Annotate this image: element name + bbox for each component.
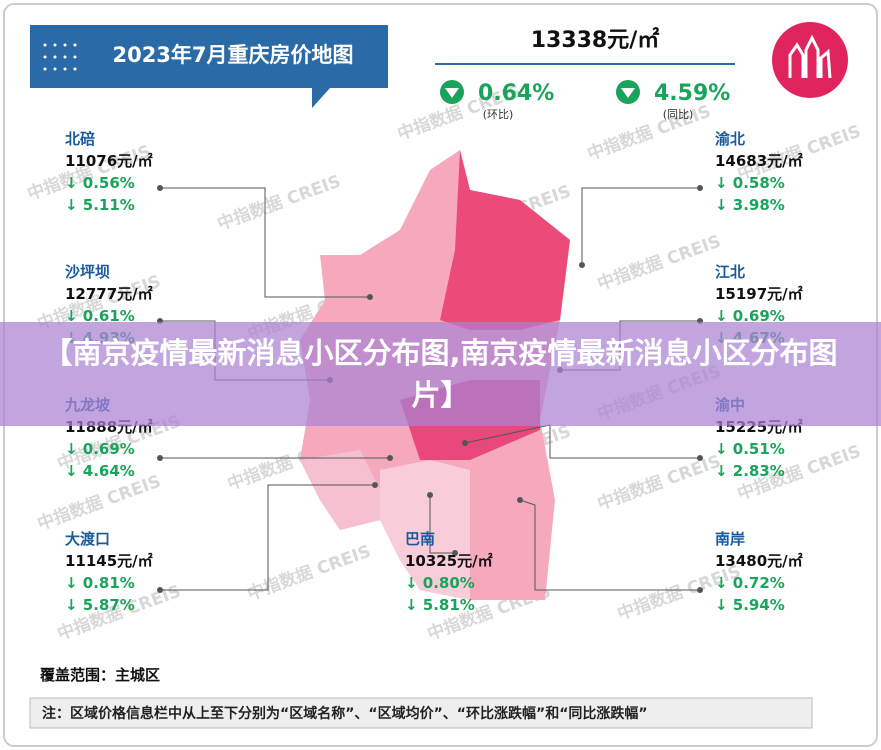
connector-dot xyxy=(387,455,393,461)
connector-dot xyxy=(517,497,523,503)
overlay-banner: 【南京疫情最新消息小区分布图,南京疫情最新消息小区分布图片】 xyxy=(0,322,881,426)
district-yoy: ↓ 5.11% xyxy=(65,196,135,214)
connector-dot xyxy=(462,440,468,446)
connector xyxy=(429,495,455,554)
district-mom: ↓ 0.81% xyxy=(65,574,135,592)
district-mom: ↓ 0.69% xyxy=(715,307,785,325)
district-price: 14683元/㎡ xyxy=(715,152,803,170)
map-dadukou xyxy=(300,450,380,530)
district-yoy: ↓ 2.83% xyxy=(715,462,785,480)
connector-dot xyxy=(697,587,703,593)
map-banan xyxy=(380,460,470,600)
connector-dot xyxy=(157,455,163,461)
district-price: 15197元/㎡ xyxy=(715,285,803,303)
coverage: 覆盖范围：主城区 xyxy=(40,666,160,684)
district: 北碚 11076元/㎡ ↓ 0.56% ↓ 5.11% xyxy=(65,128,153,216)
district-price: 11145元/㎡ xyxy=(65,552,153,570)
district-name: 大渡口 xyxy=(65,530,111,548)
map-yubei xyxy=(440,150,570,330)
connector-dot xyxy=(697,455,703,461)
district-name: 北碚 xyxy=(65,130,96,148)
connector-dot xyxy=(427,492,433,498)
banner-dots xyxy=(43,43,77,71)
district-yoy: ↓ 5.87% xyxy=(65,596,135,614)
mom-change: 0.64% xyxy=(478,81,554,106)
connector-dot xyxy=(579,262,585,268)
district-price: 12777元/㎡ xyxy=(65,285,153,303)
district-name: 渝北 xyxy=(715,130,746,148)
mom-label: (环比) xyxy=(483,108,514,121)
district-yoy: ↓ 5.81% xyxy=(405,596,475,614)
connector xyxy=(160,484,375,591)
yoy-label: (同比) xyxy=(663,108,694,121)
average-price: 13338元/㎡ xyxy=(531,27,660,53)
note-box xyxy=(29,697,813,729)
district-mom: ↓ 0.56% xyxy=(65,174,135,192)
connector-dot xyxy=(157,587,163,593)
yoy-change: 4.59% xyxy=(654,81,730,106)
district-name: 南岸 xyxy=(715,530,746,548)
district-mom: ↓ 0.51% xyxy=(715,440,785,458)
connector-dot xyxy=(372,482,378,488)
district-name: 江北 xyxy=(715,263,746,281)
connector-dot xyxy=(697,185,703,191)
district-yoy: ↓ 5.94% xyxy=(715,596,785,614)
note: 注：区域价格信息栏中从上至下分别为“区域名称”、“区域均价”、“环比涨跌幅”和“… xyxy=(42,705,648,722)
district-mom: ↓ 0.58% xyxy=(715,174,785,192)
connector xyxy=(581,187,700,265)
down-arrow xyxy=(445,88,459,98)
district-yoy: ↓ 3.98% xyxy=(715,196,785,214)
district-name: 沙坪坝 xyxy=(65,263,111,281)
district-mom: ↓ 0.72% xyxy=(715,574,785,592)
district: 渝北 14683元/㎡ ↓ 0.58% ↓ 3.98% xyxy=(715,128,803,216)
title: 2023年7月重庆房价地图 xyxy=(112,43,353,67)
down-arrow xyxy=(621,88,635,98)
overlay-title: 【南京疫情最新消息小区分布图,南京疫情最新消息小区分布图片】 xyxy=(43,336,838,412)
district-yoy: ↓ 4.64% xyxy=(65,462,135,480)
district-mom: ↓ 0.69% xyxy=(65,440,135,458)
connector xyxy=(519,499,700,591)
district: 南岸 13480元/㎡ ↓ 0.72% ↓ 5.94% xyxy=(715,528,803,616)
district-price: 13480元/㎡ xyxy=(715,552,803,570)
district: 巴南 10325元/㎡ ↓ 0.80% ↓ 5.81% xyxy=(405,528,493,616)
logo xyxy=(772,22,848,98)
district: 大渡口 11145元/㎡ ↓ 0.81% ↓ 5.87% xyxy=(65,528,153,616)
title-banner xyxy=(30,25,388,108)
logo-buildings xyxy=(788,34,832,79)
connector xyxy=(160,187,370,298)
connector-dot xyxy=(367,294,373,300)
connector-dot xyxy=(452,550,458,556)
district-price: 10325元/㎡ xyxy=(405,552,493,570)
connector-dot xyxy=(157,185,163,191)
district-price: 11076元/㎡ xyxy=(65,152,153,170)
connector xyxy=(464,424,700,459)
district-mom: ↓ 0.80% xyxy=(405,574,475,592)
district-mom: ↓ 0.61% xyxy=(65,307,135,325)
district-name: 巴南 xyxy=(405,530,436,548)
